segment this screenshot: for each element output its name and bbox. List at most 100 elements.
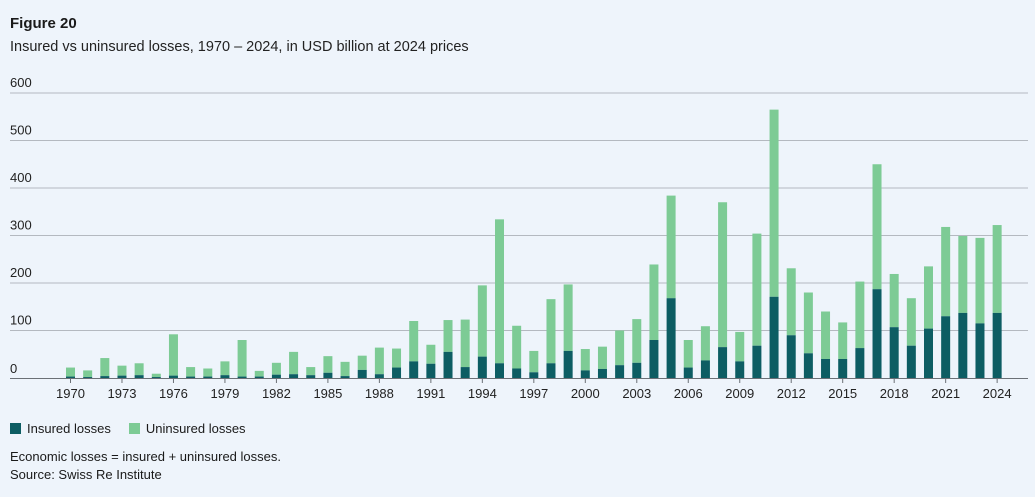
bar-uninsured-2024 <box>992 225 1002 313</box>
bar-insured-2008 <box>718 347 728 378</box>
legend-label-insured: Insured losses <box>27 421 111 436</box>
bar-uninsured-1979 <box>220 361 230 376</box>
bar-insured-1989 <box>392 367 402 378</box>
bar-insured-2014 <box>821 359 831 378</box>
x-tick-label-2015: 2015 <box>828 386 857 401</box>
bar-insured-2021 <box>941 316 951 378</box>
bar-uninsured-2015 <box>838 322 848 359</box>
bar-insured-1987 <box>357 369 367 378</box>
bar-uninsured-1982 <box>271 362 281 375</box>
bar-insured-1984 <box>306 375 316 378</box>
bar-uninsured-2023 <box>975 237 985 324</box>
bar-uninsured-2013 <box>803 292 813 354</box>
bar-insured-2006 <box>683 367 693 378</box>
bar-insured-1999 <box>563 350 573 378</box>
bar-uninsured-2022 <box>958 235 968 313</box>
x-tick-label-1976: 1976 <box>159 386 188 401</box>
bar-insured-1991 <box>426 363 436 378</box>
bar-uninsured-1994 <box>477 285 487 357</box>
bar-uninsured-1981 <box>254 370 264 377</box>
x-tick-label-1970: 1970 <box>56 386 85 401</box>
bar-uninsured-1984 <box>306 367 316 376</box>
bar-insured-2010 <box>752 345 762 378</box>
bar-insured-2002 <box>615 365 625 378</box>
bar-insured-1977 <box>186 376 196 378</box>
bar-uninsured-2017 <box>872 164 882 290</box>
bar-insured-2000 <box>580 370 590 378</box>
bar-uninsured-2021 <box>941 226 951 317</box>
legend-label-uninsured: Uninsured losses <box>145 421 246 436</box>
y-axis-ticks: 0 100 200 300 400 500 600 <box>10 75 32 376</box>
bar-insured-2016 <box>855 348 865 378</box>
x-tick-label-1991: 1991 <box>416 386 445 401</box>
bar-uninsured-2010 <box>752 233 762 346</box>
y-tick-label-600: 600 <box>10 75 32 90</box>
legend: Insured losses Uninsured losses <box>10 421 264 436</box>
x-tick-label-2012: 2012 <box>777 386 806 401</box>
bars <box>66 109 1002 378</box>
stacked-bar-chart: 0 100 200 300 400 500 600 1970 1973 1976 1979 1982… <box>10 75 1028 401</box>
bar-uninsured-1992 <box>443 320 453 352</box>
bar-insured-1983 <box>289 374 299 378</box>
bar-uninsured-1972 <box>100 358 110 377</box>
bar-insured-2005 <box>666 298 676 378</box>
bar-uninsured-2005 <box>666 195 676 299</box>
bar-uninsured-1990 <box>409 321 419 362</box>
bar-uninsured-2011 <box>769 109 779 297</box>
bar-uninsured-2003 <box>632 319 642 363</box>
x-tick-label-2021: 2021 <box>931 386 960 401</box>
x-tick-label-1979: 1979 <box>210 386 239 401</box>
bar-insured-1998 <box>546 363 556 378</box>
bar-insured-1970 <box>66 376 75 378</box>
x-tick-label-2003: 2003 <box>622 386 651 401</box>
bar-insured-1973 <box>117 375 127 378</box>
bar-insured-1980 <box>237 376 247 378</box>
bar-uninsured-1973 <box>117 365 127 376</box>
bar-insured-2023 <box>975 323 985 378</box>
bar-insured-1976 <box>168 375 178 378</box>
legend-swatch-uninsured <box>128 423 140 434</box>
bar-uninsured-2018 <box>889 273 899 328</box>
legend-swatch-insured <box>10 423 21 434</box>
bar-insured-2013 <box>803 353 813 378</box>
x-tick-label-1973: 1973 <box>108 386 137 401</box>
bar-uninsured-1996 <box>512 325 522 369</box>
bar-uninsured-1986 <box>340 361 350 377</box>
bar-insured-1978 <box>203 376 213 378</box>
bar-insured-1985 <box>323 372 333 378</box>
bar-uninsured-1977 <box>186 367 196 377</box>
bar-insured-1988 <box>374 374 384 378</box>
bar-insured-2019 <box>906 345 916 378</box>
bar-uninsured-2019 <box>906 298 916 346</box>
bar-insured-2011 <box>769 296 779 378</box>
bar-uninsured-1974 <box>134 363 144 376</box>
bar-insured-1993 <box>460 367 470 378</box>
bar-uninsured-1999 <box>563 284 573 351</box>
chart-title: Insured vs uninsured losses, 1970 – 2024… <box>10 39 469 55</box>
bar-uninsured-2004 <box>649 264 659 340</box>
bar-uninsured-1971 <box>83 370 93 378</box>
bar-insured-1997 <box>529 372 539 378</box>
bar-uninsured-2000 <box>580 349 590 371</box>
bar-insured-1994 <box>477 356 487 378</box>
x-tick-label-1982: 1982 <box>262 386 291 401</box>
bar-uninsured-1997 <box>529 350 539 373</box>
footnote: Economic losses = insured + uninsured lo… <box>10 449 281 464</box>
y-tick-label-400: 400 <box>10 170 32 185</box>
bar-uninsured-2012 <box>786 268 796 336</box>
bar-insured-1981 <box>254 376 264 378</box>
y-tick-label-100: 100 <box>10 313 32 328</box>
bar-insured-1996 <box>512 368 522 378</box>
y-tick-label-500: 500 <box>10 123 32 138</box>
bar-insured-1972 <box>100 376 110 378</box>
x-tick-label-1994: 1994 <box>468 386 497 401</box>
figure-label: Figure 20 <box>10 15 77 32</box>
bar-insured-2020 <box>924 328 933 378</box>
source-note: Source: Swiss Re Institute <box>10 467 162 482</box>
bar-insured-2007 <box>700 360 710 378</box>
x-tick-label-2018: 2018 <box>880 386 909 401</box>
bar-uninsured-2014 <box>821 311 831 359</box>
bar-uninsured-1995 <box>495 219 504 364</box>
bar-insured-1971 <box>83 377 93 378</box>
